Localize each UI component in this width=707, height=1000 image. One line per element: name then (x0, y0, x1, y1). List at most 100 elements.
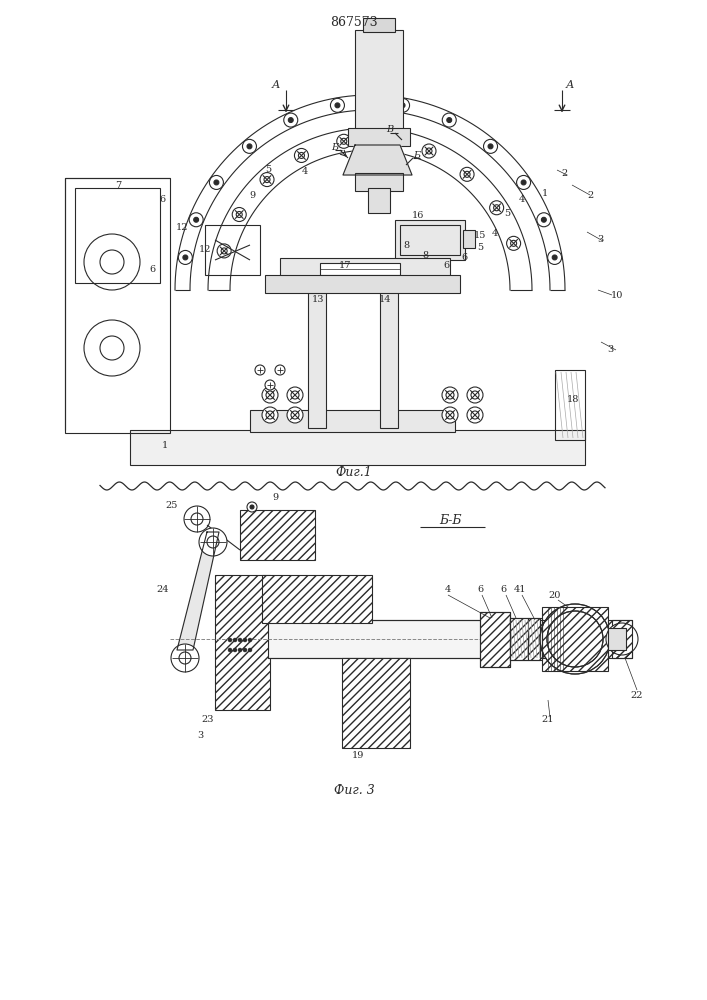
Text: 6: 6 (477, 585, 483, 594)
Text: 867573: 867573 (330, 15, 378, 28)
Circle shape (460, 167, 474, 181)
Circle shape (255, 365, 265, 375)
Bar (480, 612, 510, 667)
Text: 6: 6 (159, 196, 165, 205)
Circle shape (247, 144, 252, 149)
Text: 8: 8 (403, 240, 409, 249)
Circle shape (471, 411, 479, 419)
Bar (555, 370, 585, 440)
Circle shape (552, 255, 557, 260)
Text: 2: 2 (562, 168, 568, 178)
Circle shape (214, 180, 219, 185)
Circle shape (443, 113, 456, 127)
Circle shape (209, 175, 223, 189)
Circle shape (395, 98, 409, 112)
Text: 13: 13 (312, 296, 325, 304)
Text: 23: 23 (201, 716, 214, 724)
Text: 3: 3 (597, 235, 603, 244)
Text: 25: 25 (166, 502, 178, 510)
Circle shape (446, 391, 454, 399)
Circle shape (467, 387, 483, 403)
Text: 6: 6 (461, 253, 467, 262)
Text: 22: 22 (631, 690, 643, 700)
Bar (463, 230, 475, 248)
Text: Б: Б (414, 150, 421, 159)
Bar (528, 618, 540, 660)
Bar (542, 607, 608, 671)
Circle shape (291, 391, 299, 399)
Bar (612, 620, 632, 658)
Circle shape (521, 180, 526, 185)
Text: 4: 4 (302, 167, 308, 176)
Circle shape (183, 255, 188, 260)
Circle shape (467, 407, 483, 423)
Bar (400, 225, 460, 255)
Text: 12: 12 (176, 224, 188, 232)
Bar (130, 430, 585, 465)
Text: 4: 4 (519, 196, 525, 205)
Circle shape (233, 648, 237, 652)
Circle shape (248, 648, 252, 652)
Circle shape (179, 652, 191, 664)
Circle shape (426, 148, 432, 154)
Text: 19: 19 (352, 750, 364, 760)
Bar (308, 278, 326, 428)
Text: 24: 24 (157, 585, 169, 594)
Circle shape (488, 144, 493, 149)
Text: 4: 4 (492, 229, 498, 237)
Bar (355, 30, 403, 135)
Text: 6: 6 (500, 585, 506, 594)
Bar (75, 188, 160, 283)
Bar (510, 618, 528, 660)
Bar (368, 188, 390, 213)
Circle shape (228, 638, 232, 642)
Circle shape (540, 604, 610, 674)
Text: Б-Б: Б-Б (439, 514, 461, 526)
Circle shape (606, 623, 638, 655)
Text: 6: 6 (149, 265, 155, 274)
Text: 15: 15 (474, 231, 486, 239)
Circle shape (228, 648, 232, 652)
Circle shape (542, 217, 547, 222)
Circle shape (275, 365, 285, 375)
Circle shape (248, 638, 252, 642)
Bar (215, 575, 270, 710)
Bar (348, 128, 410, 146)
Text: 5: 5 (265, 165, 271, 174)
Text: 14: 14 (379, 296, 391, 304)
Circle shape (184, 506, 210, 532)
Circle shape (221, 248, 227, 254)
Circle shape (265, 380, 275, 390)
Circle shape (382, 137, 389, 143)
Text: 5: 5 (477, 243, 483, 252)
Text: 9: 9 (272, 493, 278, 502)
Text: Фиг. 3: Фиг. 3 (334, 784, 375, 796)
Circle shape (243, 139, 257, 153)
Circle shape (442, 407, 458, 423)
Circle shape (288, 118, 293, 123)
Bar (240, 510, 315, 560)
Circle shape (341, 138, 346, 144)
Circle shape (490, 201, 503, 215)
Circle shape (400, 103, 405, 108)
Text: А: А (271, 80, 280, 90)
Polygon shape (343, 145, 412, 175)
Circle shape (335, 103, 340, 108)
Bar (320, 263, 400, 275)
Circle shape (238, 638, 242, 642)
Text: В: В (387, 125, 394, 134)
Circle shape (194, 217, 199, 222)
Bar (395, 220, 465, 260)
Bar (265, 275, 460, 293)
Circle shape (484, 139, 498, 153)
Text: 4: 4 (445, 585, 451, 594)
Text: 12: 12 (199, 245, 211, 254)
Circle shape (238, 648, 242, 652)
Circle shape (178, 250, 192, 264)
Circle shape (171, 644, 199, 672)
Bar (268, 620, 483, 658)
Circle shape (232, 208, 246, 222)
Bar (262, 575, 372, 623)
Text: 18: 18 (567, 395, 579, 404)
Circle shape (294, 148, 308, 162)
